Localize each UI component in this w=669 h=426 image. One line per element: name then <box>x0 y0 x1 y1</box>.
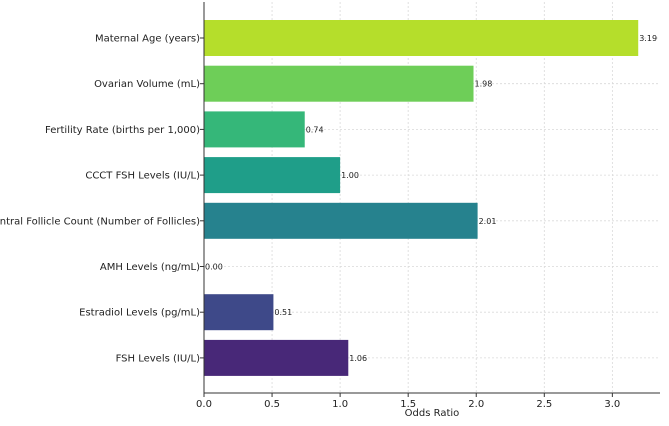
value-label: 1.98 <box>475 80 493 89</box>
category-label: Ovarian Volume (mL) <box>94 79 200 90</box>
axes: 0.0 0.5 1.0 1.5 2.0 2.5 3.0 <box>196 2 660 410</box>
value-labels: 3.19 1.98 0.74 1.00 2.01 0.00 0.51 1.06 <box>205 34 657 363</box>
value-label: 1.06 <box>349 354 367 363</box>
x-tick-label: 2.0 <box>468 399 484 410</box>
x-axis-title: Odds Ratio <box>405 408 460 419</box>
category-label: CCCT FSH Levels (IU/L) <box>85 171 200 182</box>
x-tick-label: 1.5 <box>400 399 416 410</box>
bar <box>204 111 305 148</box>
grid-layer <box>203 2 660 393</box>
x-tick-label: 2.5 <box>536 399 552 410</box>
bars-layer <box>204 20 639 376</box>
x-tick-label: 0.0 <box>196 399 212 410</box>
bar <box>204 294 274 331</box>
value-label: 1.00 <box>341 171 359 180</box>
category-label: Fertility Rate (births per 1,000) <box>45 125 200 136</box>
bar <box>204 339 349 376</box>
category-label: Estradiol Levels (pg/mL) <box>79 308 200 319</box>
value-label: 0.51 <box>274 308 292 317</box>
category-label: Maternal Age (years) <box>95 34 200 45</box>
value-label: 2.01 <box>479 217 497 226</box>
value-label: 3.19 <box>639 34 657 43</box>
category-label: AMH Levels (ng/mL) <box>100 262 200 273</box>
x-tick-label: 3.0 <box>604 399 620 410</box>
bar <box>204 65 474 102</box>
bar <box>204 202 478 239</box>
x-tick-label: 1.0 <box>332 399 348 410</box>
category-label: Antral Follicle Count (Number of Follicl… <box>0 216 200 227</box>
value-label: 0.00 <box>205 263 223 272</box>
bar <box>204 157 341 194</box>
category-label: FSH Levels (IU/L) <box>116 353 201 364</box>
x-tick-label: 0.5 <box>264 399 280 410</box>
value-label: 0.74 <box>306 125 324 134</box>
bar <box>204 20 639 56</box>
category-labels: Maternal Age (years) Ovarian Volume (mL) F… <box>0 34 200 365</box>
